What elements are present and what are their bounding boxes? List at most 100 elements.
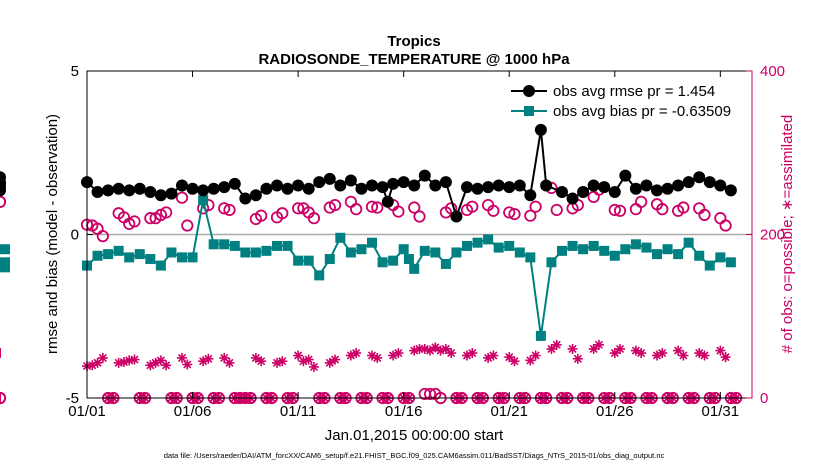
rmse-point xyxy=(102,184,115,197)
rmse-point xyxy=(682,176,695,189)
rmse-point xyxy=(281,182,294,195)
bias-point xyxy=(725,257,736,268)
possible-obs-point xyxy=(550,203,563,217)
x-tick-label: 01/21 xyxy=(490,403,528,420)
bias-point xyxy=(103,249,114,260)
x-tick-label: 01/31 xyxy=(702,403,740,420)
bias-point xyxy=(430,247,441,258)
rmse-point xyxy=(387,177,400,190)
rmse-point xyxy=(513,179,526,192)
assimilated-obs-point xyxy=(330,354,341,365)
bias-point xyxy=(208,239,219,250)
bias-point xyxy=(578,244,589,255)
rmse-point xyxy=(355,182,368,195)
bias-point xyxy=(303,255,314,266)
rmse-point xyxy=(640,179,653,192)
possible-obs-point xyxy=(181,219,194,232)
legend-rmse-label: obs avg rmse pr = 1.454 xyxy=(553,83,715,100)
assimilated-obs-point xyxy=(593,339,604,350)
rmse-point xyxy=(376,181,389,194)
assimilated-obs-point xyxy=(430,342,441,353)
possible-obs-point xyxy=(392,205,405,218)
bias-point xyxy=(377,257,388,268)
assimilated-obs-point xyxy=(657,348,668,359)
bias-point xyxy=(504,240,515,251)
possible-obs-point xyxy=(292,202,305,215)
bias-point xyxy=(388,255,399,266)
assimilated-obs-point xyxy=(161,360,172,371)
rmse-point xyxy=(566,192,579,205)
rmse-point xyxy=(439,176,452,189)
bias-point xyxy=(588,240,599,251)
rmse-point xyxy=(661,182,674,195)
rmse-point xyxy=(397,176,410,189)
assimilated-obs-point xyxy=(224,357,235,368)
legend-bias-marker xyxy=(524,106,534,116)
assimilated-obs-point xyxy=(530,350,541,361)
y-tick-label: 0 xyxy=(71,227,79,244)
assimilated-obs-point xyxy=(372,352,383,363)
bias-point xyxy=(683,237,694,248)
rmse-point xyxy=(260,182,273,195)
rmse-point xyxy=(218,181,231,194)
bias-point xyxy=(462,240,472,251)
assimilated-obs-point xyxy=(425,345,436,356)
bias-point xyxy=(557,245,567,256)
rmse-point xyxy=(197,184,210,197)
bias-point xyxy=(599,245,610,256)
x-tick-label: 01/01 xyxy=(68,403,106,420)
rmse-point xyxy=(724,184,737,197)
bias-point xyxy=(567,240,578,251)
bias-point xyxy=(493,242,504,253)
assimilated-obs-point xyxy=(324,357,335,368)
assimilated-obs-point xyxy=(351,348,362,359)
rmse-series-group xyxy=(0,123,737,223)
rmse-point xyxy=(651,184,663,197)
bias-point xyxy=(419,245,430,256)
rmse-point xyxy=(313,176,326,189)
y-tick-label: -5 xyxy=(66,390,79,407)
rmse-point xyxy=(598,181,611,194)
bias-point xyxy=(314,270,325,281)
possible-obs-point xyxy=(529,200,542,213)
bias-point xyxy=(652,249,662,260)
rmse-point xyxy=(619,169,632,182)
bias-point xyxy=(483,234,494,245)
bias-point xyxy=(272,240,282,251)
bias-point xyxy=(451,247,462,258)
rmse-point xyxy=(540,179,553,192)
footer-file-path: data file: /Users/raeder/DAI/ATM_forcXX/… xyxy=(164,451,665,460)
rmse-point xyxy=(154,189,167,202)
rmse-point xyxy=(323,172,336,185)
bias-point xyxy=(324,254,335,265)
x-tick-label: 01/06 xyxy=(174,403,212,420)
rmse-point xyxy=(381,195,394,208)
legend-bias-label: obs avg bias pr = -0.63509 xyxy=(553,103,731,120)
possible-obs-point xyxy=(698,208,711,221)
bias-point xyxy=(113,245,124,256)
chart-subtitle: RADIOSONDE_TEMPERATURE @ 1000 hPa xyxy=(258,51,570,68)
rmse-point xyxy=(176,179,188,192)
x-axis-label: Jan.01,2015 00:00:00 start xyxy=(325,427,504,444)
possible-obs-point xyxy=(635,195,648,208)
x-tick-label: 01/16 xyxy=(385,403,423,420)
possible-obs-point xyxy=(175,191,189,204)
possible-obs-point xyxy=(445,202,458,215)
possible-obs-point xyxy=(307,212,321,225)
bias-point xyxy=(92,250,103,261)
possible-obs-point xyxy=(503,206,516,219)
possible-obs-point xyxy=(408,201,421,214)
rmse-point xyxy=(334,179,347,192)
rmse-point xyxy=(450,210,463,223)
rmse-point xyxy=(608,185,621,198)
rmse-point xyxy=(249,189,262,202)
bias-point xyxy=(219,239,230,250)
bias-point xyxy=(609,250,620,261)
bias-point xyxy=(198,195,209,206)
bias-point xyxy=(641,242,652,253)
possible-obs-point xyxy=(160,206,173,219)
bias-point xyxy=(145,254,156,265)
rmse-point xyxy=(703,176,716,189)
rmse-point xyxy=(0,184,6,197)
bias-point xyxy=(440,258,451,269)
